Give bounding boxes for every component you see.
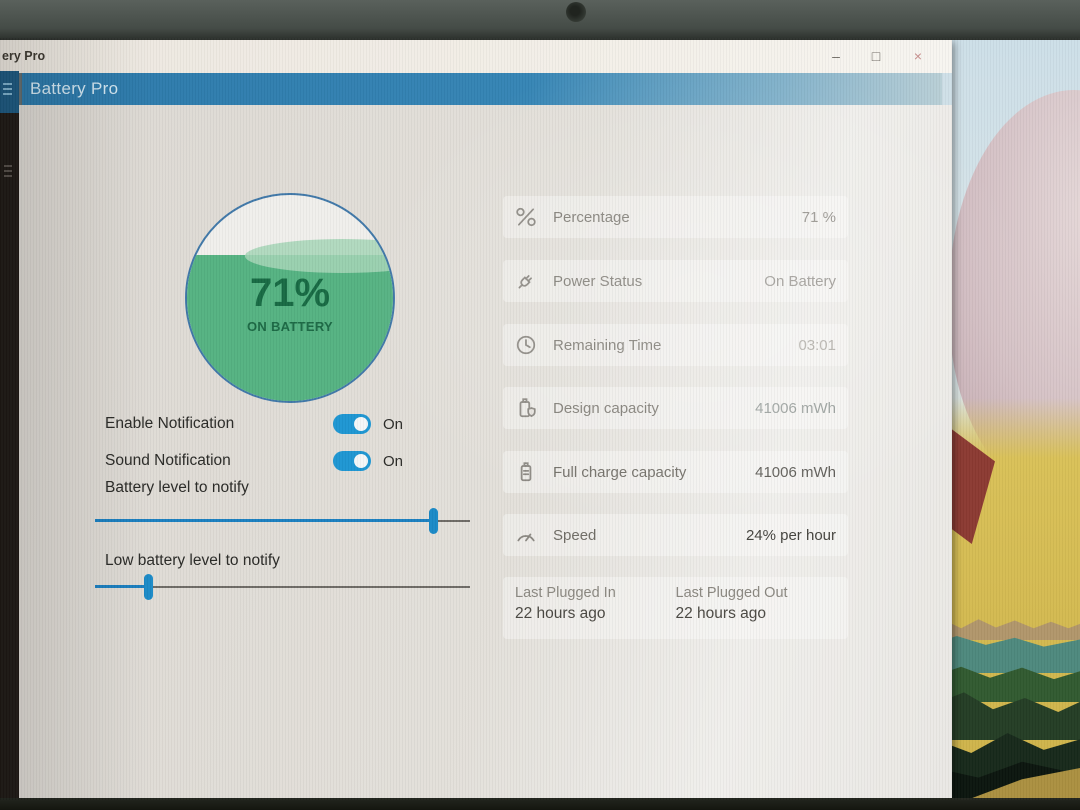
stat-label: Full charge capacity xyxy=(553,463,687,481)
battery-status-text: ON BATTERY xyxy=(246,319,334,334)
battery-level-notify-label: Battery level to notify xyxy=(105,479,249,496)
toggle-knob xyxy=(354,417,368,431)
enable-notification-label: Enable Notification xyxy=(105,415,235,432)
laptop-top-bezel xyxy=(0,0,1080,40)
app-title: Battery Pro xyxy=(30,79,119,98)
desktop-wallpaper xyxy=(935,38,1080,800)
plug-history-card: Last Plugged In 22 hours ago Last Plugge… xyxy=(503,577,848,639)
battery-icon xyxy=(515,461,537,483)
stat-value: 41006 mWh xyxy=(755,463,836,481)
last-plugged-out-label: Last Plugged Out xyxy=(675,585,788,601)
plug-icon xyxy=(515,270,537,292)
app-content: 71% ON BATTERY Enable Notification On So… xyxy=(0,105,952,798)
close-button[interactable]: × xyxy=(913,47,923,64)
slider-thumb[interactable] xyxy=(143,574,153,600)
stat-label: Remaining Time xyxy=(553,336,662,354)
webcam xyxy=(566,2,586,22)
stat-row-design-capacity: Design capacity 41006 mWh xyxy=(503,387,848,429)
sound-notification-row: Sound Notification On xyxy=(105,450,435,472)
battery-gauge: 71% ON BATTERY xyxy=(185,193,395,403)
stat-row-full-charge-capacity: Full charge capacity 41006 mWh xyxy=(503,451,848,493)
low-battery-level-notify-label: Low battery level to notify xyxy=(105,552,280,569)
percent-icon xyxy=(515,206,537,228)
clock-icon xyxy=(515,334,537,356)
stat-row-power-status: Power Status On Battery xyxy=(503,260,848,302)
sound-notification-label: Sound Notification xyxy=(105,452,231,469)
enable-notification-toggle[interactable] xyxy=(333,414,371,434)
stat-label: Percentage xyxy=(553,208,630,226)
stat-row-percentage: Percentage 71 % xyxy=(503,196,848,238)
speedometer-icon xyxy=(515,524,537,546)
minimize-button[interactable]: – xyxy=(832,47,840,64)
enable-notification-row: Enable Notification On xyxy=(105,413,435,435)
stat-row-speed: Speed 24% per hour xyxy=(503,514,848,556)
stat-label: Speed xyxy=(553,526,597,544)
stat-row-remaining-time: Remaining Time 03:01 xyxy=(503,324,848,366)
stat-label: Power Status xyxy=(553,272,643,290)
last-plugged-out: Last Plugged Out 22 hours ago xyxy=(676,585,837,631)
screen: ery Pro – □ × Battery Pro 71% ON BATTERY xyxy=(0,38,1080,800)
last-plugged-out-value: 22 hours ago xyxy=(675,605,767,622)
stat-value: On Battery xyxy=(764,272,836,290)
last-plugged-in: Last Plugged In 22 hours ago xyxy=(515,585,676,631)
app-header: Battery Pro xyxy=(19,73,942,105)
stat-value: 03:01 xyxy=(798,336,836,354)
last-plugged-in-value: 22 hours ago xyxy=(515,605,606,622)
low-battery-level-notify-slider[interactable] xyxy=(95,574,470,600)
battery-pro-window: ery Pro – □ × Battery Pro 71% ON BATTERY xyxy=(0,38,952,798)
laptop-bottom-bezel xyxy=(0,798,1080,810)
stat-label: Design capacity xyxy=(553,399,659,417)
battery-gauge-fill xyxy=(187,238,393,401)
battery-shield-icon xyxy=(515,397,537,419)
window-title: ery Pro xyxy=(2,48,46,63)
last-plugged-in-label: Last Plugged In xyxy=(515,585,616,601)
slider-thumb[interactable] xyxy=(428,508,438,534)
slider-fill xyxy=(95,519,433,522)
slider-fill xyxy=(95,585,148,588)
maximize-button[interactable]: □ xyxy=(871,47,881,64)
header-left-fragment xyxy=(0,71,19,113)
battery-percent-text: 71% xyxy=(249,271,331,315)
stat-value: 71 % xyxy=(801,208,836,226)
hamburger-icon xyxy=(4,165,12,167)
stat-value: 41006 mWh xyxy=(755,399,836,417)
window-titlebar[interactable]: ery Pro – □ × xyxy=(0,38,952,73)
battery-gauge-wave xyxy=(244,238,393,273)
sound-notification-toggle[interactable] xyxy=(333,451,371,471)
battery-level-notify-slider[interactable] xyxy=(95,508,470,534)
toggle-knob xyxy=(354,454,368,468)
left-dark-strip xyxy=(0,113,19,798)
enable-notification-state: On xyxy=(383,415,404,433)
stat-value: 24% per hour xyxy=(745,526,836,544)
sound-notification-state: On xyxy=(383,452,404,470)
slider-track[interactable] xyxy=(95,586,470,588)
